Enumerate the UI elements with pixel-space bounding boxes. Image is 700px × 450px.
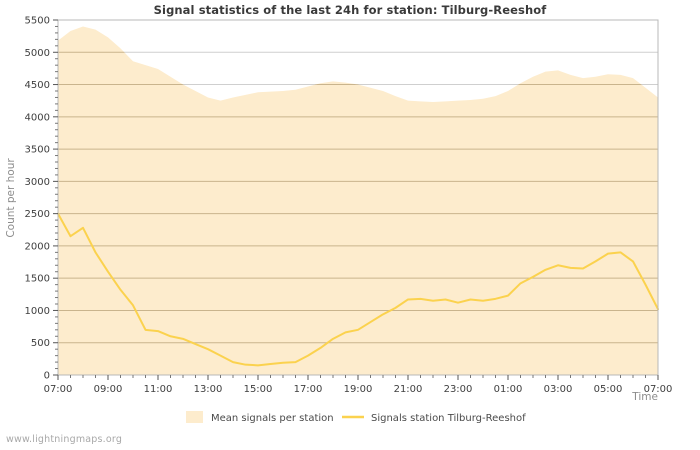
x-tick-label: 23:00 [444,384,473,395]
legend: Mean signals per station Signals station… [186,411,526,424]
x-tick-label: 17:00 [294,384,323,395]
x-tick-label: 01:00 [494,384,523,395]
x-axis-label: Time [631,391,658,403]
x-tick-label: 03:00 [544,384,573,395]
y-tick-label: 5500 [25,16,50,27]
y-axis-label: Count per hour [5,158,17,238]
x-tick-label: 21:00 [394,384,423,395]
y-tick-label: 2500 [25,209,50,220]
line-series-station-signals [57,212,659,367]
y-tick-label: 5000 [25,48,50,59]
y-tick-label: 2000 [25,241,50,252]
x-tick-label: 05:00 [594,384,623,395]
area-fill-mean-signals [58,26,658,375]
legend-label-station-signals: Signals station Tilburg-Reeshof [371,413,526,424]
x-tick-label: 07:00 [644,384,673,395]
line-path-station-signals [57,212,659,367]
y-tick-label: 3000 [25,177,50,188]
y-tick-label: 0 [44,371,50,382]
y-axis-ticks: 0 500 1000 1500 2000 2500 3000 3500 4000 4500 5000… [25,16,58,382]
legend-label-mean-signals: Mean signals per station [211,413,334,424]
area-series-mean-signals [58,26,658,375]
x-tick-label: 11:00 [144,384,173,395]
y-tick-label: 4000 [25,112,50,123]
x-tick-label: 19:00 [344,384,373,395]
y-tick-label: 4500 [25,80,50,91]
x-tick-label: 09:00 [94,384,123,395]
y-tick-label: 3500 [25,145,50,156]
footer-url: www.lightningmaps.org [6,434,123,445]
x-axis-ticks: 07:00 09:00 11:00 13:00 15:00 17:00 19:00 21:00… [44,375,673,395]
y-tick-label: 500 [31,338,50,349]
legend-swatch-mean-signals [186,411,203,423]
chart-title: Signal statistics of the last 24h for st… [153,3,547,17]
y-tick-label: 1500 [25,274,50,285]
x-tick-label: 13:00 [194,384,223,395]
x-tick-label: 15:00 [244,384,273,395]
x-tick-label: 07:00 [44,384,73,395]
y-tick-label: 1000 [25,306,50,317]
